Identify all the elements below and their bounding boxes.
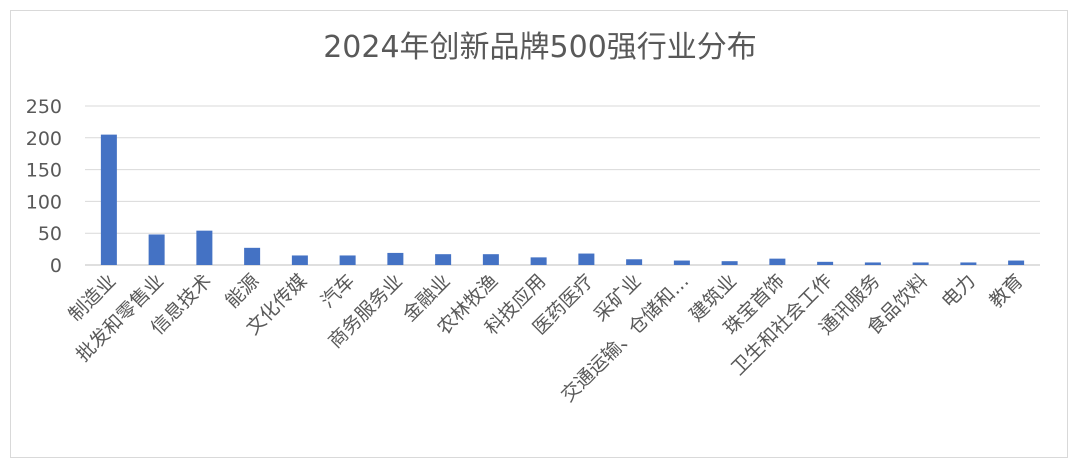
bar	[721, 261, 738, 265]
bar	[148, 234, 165, 265]
y-tick-label: 150	[26, 160, 62, 182]
y-tick-label: 100	[26, 191, 62, 213]
x-category-label: 能源	[221, 270, 263, 312]
x-category-label: 电力	[937, 270, 979, 312]
bar	[864, 262, 881, 265]
gridlines	[85, 105, 1040, 266]
bar	[100, 134, 117, 265]
y-tick-label: 50	[38, 223, 62, 245]
bar	[435, 254, 452, 265]
bar	[769, 258, 786, 265]
bar	[244, 247, 261, 265]
bar	[960, 262, 977, 265]
chart-title: 2024年创新品牌500强行业分布	[323, 30, 757, 65]
bar	[817, 261, 834, 265]
bars	[100, 134, 1025, 265]
bar	[912, 262, 929, 265]
bar	[339, 255, 356, 265]
bar	[196, 230, 213, 265]
y-tick-label: 200	[26, 128, 62, 150]
x-category-label: 教育	[985, 270, 1027, 312]
bar	[482, 254, 499, 265]
bar	[530, 257, 547, 265]
y-axis-ticks: 0 50 100 150 200 250	[26, 96, 62, 277]
bar	[626, 259, 643, 265]
bar	[578, 253, 595, 265]
bar	[387, 252, 404, 265]
chart-frame	[10, 10, 1068, 458]
bar	[1008, 260, 1025, 265]
bar	[291, 255, 308, 265]
bar	[673, 260, 690, 265]
y-tick-label: 0	[50, 255, 62, 277]
x-category-label: 汽车	[317, 270, 359, 312]
y-tick-label: 250	[26, 96, 62, 118]
